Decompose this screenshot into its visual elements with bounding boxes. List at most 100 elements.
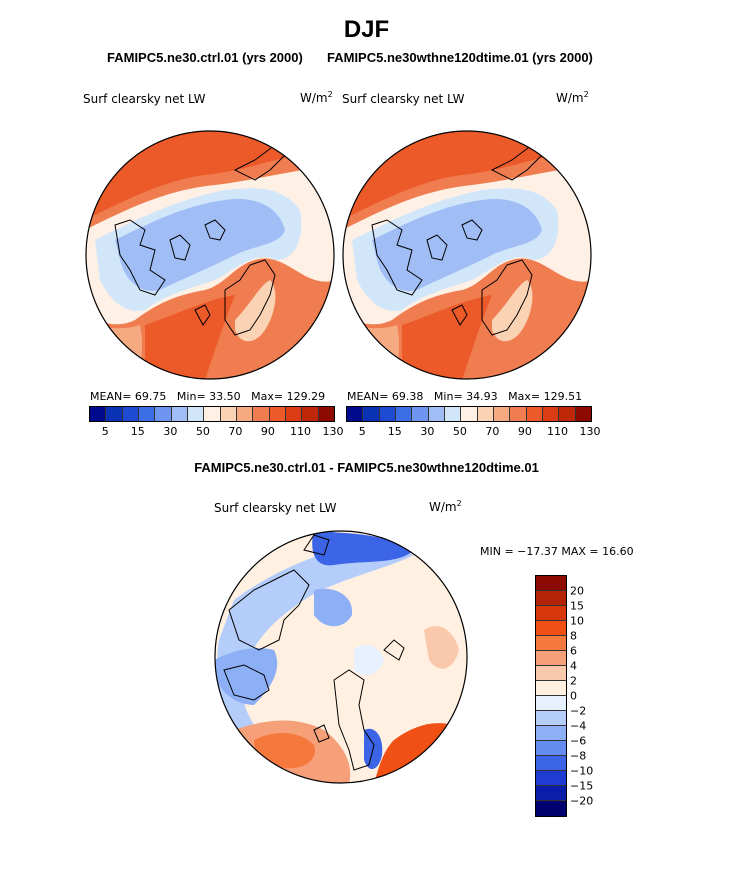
colorbar-tick-label: 30 <box>163 425 178 438</box>
colorbar-swatch <box>461 407 478 421</box>
colorbar-tick-label: 130 <box>579 425 601 438</box>
colorbar-tick-label: 0 <box>570 689 577 703</box>
colorbar-swatch <box>536 741 566 756</box>
colorbar-swatch <box>444 407 462 421</box>
colorbar-swatch <box>536 591 566 606</box>
colorbar-swatch <box>575 407 591 421</box>
colorbar-swatch <box>379 407 396 421</box>
colorbar-tick-label: 70 <box>485 425 500 438</box>
colorbar-swatch <box>536 801 566 816</box>
exp-polar-map <box>342 130 592 380</box>
colorbar-swatch <box>536 681 566 696</box>
colorbar-swatch <box>477 407 494 421</box>
colorbar-tick-label: 2 <box>570 674 577 688</box>
colorbar-tick-label: 20 <box>570 584 584 598</box>
colorbar-tick-label: 15 <box>130 425 145 438</box>
colorbar-tick-label: 15 <box>387 425 402 438</box>
colorbar-tick-label: 5 <box>358 425 366 438</box>
colorbar-tick-label: 10 <box>570 614 584 628</box>
ctrl-max: 129.29 <box>286 390 326 403</box>
colorbar-swatch <box>510 407 527 421</box>
colorbar-swatch <box>302 407 319 421</box>
colorbar-tick-label: 8 <box>570 629 577 643</box>
ctrl-mean: 69.75 <box>134 390 167 403</box>
colorbar-tick-label: 130 <box>322 425 344 438</box>
ctrl-colorbar-ticks: 5 15 30 50 70 90 110 130 <box>89 425 344 439</box>
ctrl-polar-map <box>85 130 335 380</box>
colorbar-tick-label: 110 <box>546 425 568 438</box>
colorbar-tick-label: 6 <box>570 644 577 658</box>
colorbar-swatch <box>106 407 123 421</box>
colorbar-swatch <box>536 636 566 651</box>
diff-subtitle: FAMIPC5.ne30.ctrl.01 - FAMIPC5.ne30wthne… <box>194 460 539 475</box>
colorbar-swatch <box>138 407 156 421</box>
figure-title: DJF <box>343 16 390 43</box>
colorbar-swatch <box>187 407 205 421</box>
diff-polar-map <box>214 530 468 784</box>
colorbar-swatch <box>253 407 270 421</box>
colorbar-swatch <box>536 651 566 666</box>
colorbar-swatch <box>536 621 566 636</box>
colorbar-swatch <box>536 771 566 786</box>
exp-stats: MEAN= 69.38 Min= 34.93 Max= 129.51 <box>347 390 583 403</box>
ctrl-stats: MEAN= 69.75 Min= 33.50 Max= 129.29 <box>90 390 326 403</box>
colorbar-swatch <box>536 726 566 741</box>
colorbar-swatch <box>220 407 237 421</box>
colorbar-swatch <box>536 711 566 726</box>
ctrl-variable-label: Surf clearsky net LW <box>83 92 206 106</box>
colorbar-tick-label: 30 <box>420 425 435 438</box>
colorbar-swatch <box>285 407 303 421</box>
colorbar-swatch <box>318 407 334 421</box>
colorbar-swatch <box>204 407 221 421</box>
diff-units-label: W/m2 <box>429 499 462 514</box>
ctrl-colorbar <box>89 406 335 422</box>
colorbar-swatch <box>536 576 566 591</box>
diff-minmax: MIN = −17.37 MAX = 16.60 <box>480 545 634 558</box>
colorbar-swatch <box>236 407 254 421</box>
exp-min: 34.93 <box>466 390 498 403</box>
colorbar-tick-label: 70 <box>228 425 243 438</box>
colorbar-swatch <box>559 407 576 421</box>
colorbar-swatch <box>536 786 566 801</box>
colorbar-tick-label: −4 <box>570 719 587 733</box>
colorbar-swatch <box>363 407 380 421</box>
colorbar-swatch <box>90 407 107 421</box>
colorbar-swatch <box>395 407 413 421</box>
colorbar-swatch <box>428 407 445 421</box>
colorbar-tick-label: 50 <box>452 425 467 438</box>
colorbar-swatch <box>347 407 364 421</box>
ctrl-min: 33.50 <box>209 390 241 403</box>
exp-colorbar <box>346 406 592 422</box>
colorbar-tick-label: −8 <box>570 749 587 763</box>
colorbar-swatch <box>542 407 560 421</box>
exp-variable-label: Surf clearsky net LW <box>342 92 465 106</box>
colorbar-swatch <box>122 407 139 421</box>
colorbar-swatch <box>536 696 566 711</box>
colorbar-tick-label: 90 <box>260 425 275 438</box>
colorbar-swatch <box>269 407 286 421</box>
colorbar-tick-label: 4 <box>570 659 577 673</box>
exp-subtitle: FAMIPC5.ne30wthne120dtime.01 (yrs 2000) <box>327 50 593 65</box>
colorbar-swatch <box>536 606 566 621</box>
diff-colorbar-ticks: 20 15 10 8 6 4 2 0 −2 −4 −6 −8 −10 −15 −20 <box>570 575 610 808</box>
ctrl-units-label: W/m2 <box>300 90 333 105</box>
colorbar-tick-label: 5 <box>101 425 109 438</box>
colorbar-tick-label: −6 <box>570 734 587 748</box>
colorbar-tick-label: 15 <box>570 599 584 613</box>
colorbar-swatch <box>526 407 543 421</box>
colorbar-tick-label: 110 <box>289 425 311 438</box>
colorbar-tick-label: 50 <box>195 425 210 438</box>
colorbar-swatch <box>412 407 429 421</box>
colorbar-tick-label: −15 <box>570 779 594 793</box>
exp-mean: 69.38 <box>391 390 424 403</box>
diff-colorbar <box>535 575 567 817</box>
colorbar-swatch <box>171 407 188 421</box>
colorbar-swatch <box>155 407 172 421</box>
exp-units-label: W/m2 <box>556 90 589 105</box>
colorbar-swatch <box>536 666 566 681</box>
exp-colorbar-ticks: 5 15 30 50 70 90 110 130 <box>346 425 601 439</box>
colorbar-swatch <box>493 407 511 421</box>
colorbar-tick-label: −10 <box>570 764 594 778</box>
colorbar-tick-label: −20 <box>570 794 594 808</box>
colorbar-tick-label: 90 <box>517 425 532 438</box>
